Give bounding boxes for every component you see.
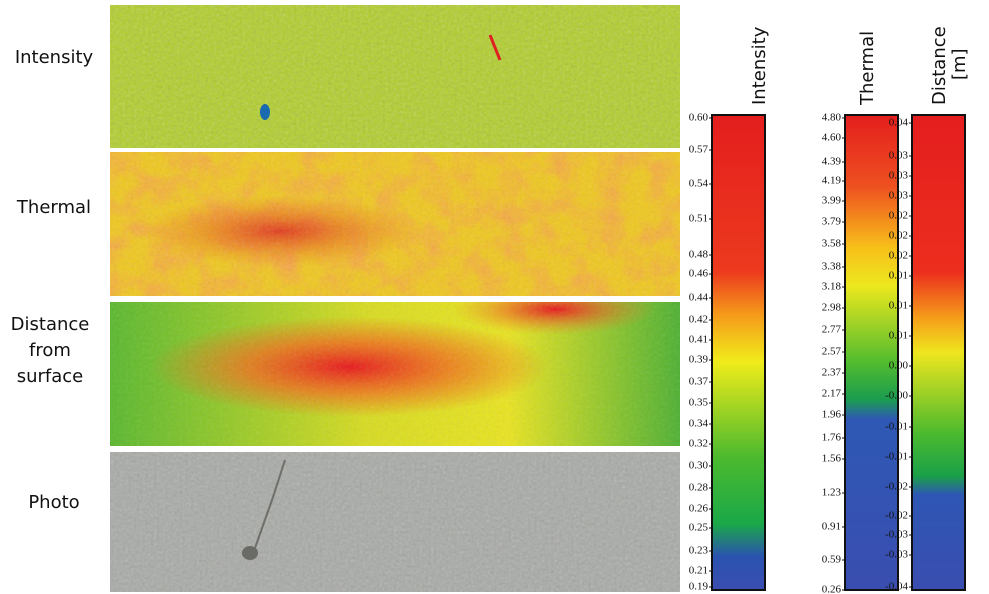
photo-panel <box>110 452 680 592</box>
tick-label: 0.39 <box>689 354 709 366</box>
tick-label: 3.79 <box>822 216 842 228</box>
tick-label: 1.23 <box>822 487 842 499</box>
tick-label: 0.03 <box>889 170 909 182</box>
tick-label: 0.25 <box>689 522 709 534</box>
tick-label: -0.00 <box>885 390 908 402</box>
tick-label: 0.01 <box>889 300 908 312</box>
colorbars: Intensity 0.60 0.57 0.54 0.51 0.48 0.46 0.44 0.4… <box>689 26 970 594</box>
colorbar <box>712 115 765 590</box>
tick-label: 0.91 <box>822 521 841 533</box>
tick-label: 3.99 <box>822 195 842 207</box>
intensity-panel <box>110 5 680 148</box>
colorbar <box>912 115 965 590</box>
tick-label: 0.44 <box>689 292 709 304</box>
tick-label: 2.77 <box>822 324 842 336</box>
tick-label: 4.39 <box>822 156 842 168</box>
tick-label: -0.02 <box>885 510 908 522</box>
tick-label: 2.57 <box>822 346 842 358</box>
tick-label: -0.03 <box>885 529 908 541</box>
tick-label: 0.23 <box>689 545 709 557</box>
tick-label: 0.03 <box>889 150 909 162</box>
tick-label: 0.26 <box>822 584 842 594</box>
tick-label: 0.42 <box>689 314 708 326</box>
colorbar-unit: [m] <box>949 48 970 80</box>
tick-label: -0.01 <box>885 451 908 463</box>
tick-label: -0.03 <box>885 549 908 561</box>
tick-label: 4.19 <box>822 175 842 187</box>
tick-label: 0.48 <box>689 249 709 261</box>
figure: Intensity 0.60 0.57 0.54 0.51 0.48 0.46 0.44 0.4… <box>0 0 989 594</box>
tick-label: 1.96 <box>822 409 842 421</box>
tick-label: 0.35 <box>689 397 709 409</box>
tick-label: 0.30 <box>689 460 709 472</box>
tick-label: 0.01 <box>889 330 908 342</box>
tick-label: 2.37 <box>822 367 842 379</box>
tick-label: 0.00 <box>889 360 909 372</box>
tick-label: 0.54 <box>689 178 709 190</box>
tick-label: 2.17 <box>822 388 842 400</box>
tick-label: 0.02 <box>889 210 908 222</box>
tick-label: 1.76 <box>822 432 842 444</box>
tick-label: -0.02 <box>885 481 908 493</box>
colorbar-title: Distance <box>929 26 950 105</box>
colorbar-title: Intensity <box>749 26 770 105</box>
tick-label: 1.56 <box>822 453 842 465</box>
tick-label: 0.26 <box>689 503 709 515</box>
tick-label: 2.98 <box>822 302 842 314</box>
tick-label: 0.28 <box>689 482 709 494</box>
tick-label: 0.21 <box>689 565 708 577</box>
tick-label: 0.34 <box>689 418 709 430</box>
tick-label: 3.18 <box>822 281 842 293</box>
tick-label: 3.38 <box>822 261 842 273</box>
tick-label: -0.04 <box>885 581 908 593</box>
tick-label: 0.59 <box>822 554 842 566</box>
tick-label: 0.57 <box>689 144 709 156</box>
tick-label: 0.02 <box>889 250 908 262</box>
tick-label: 0.32 <box>689 438 708 450</box>
tick-label: -0.01 <box>885 421 908 433</box>
tick-label: 0.60 <box>689 112 709 124</box>
tick-label: 4.60 <box>822 132 842 144</box>
tick-label: 0.02 <box>889 230 908 242</box>
tick-label: 0.46 <box>689 268 709 280</box>
tick-label: 0.04 <box>889 117 909 129</box>
page: Intensity Thermal Distance from surface … <box>0 0 989 594</box>
tick-label: 0.51 <box>689 213 708 225</box>
distance-panel <box>110 302 680 446</box>
tick-label: 0.01 <box>889 270 908 282</box>
tick-label: 0.37 <box>689 376 709 388</box>
tick-label: 4.80 <box>822 112 842 124</box>
tick-label: 0.19 <box>689 581 709 593</box>
thermal-panel <box>110 152 680 296</box>
tick-label: 0.41 <box>689 334 708 346</box>
tick-label: 3.58 <box>822 238 842 250</box>
colorbar-title: Thermal <box>857 31 878 106</box>
tick-label: 0.03 <box>889 190 909 202</box>
